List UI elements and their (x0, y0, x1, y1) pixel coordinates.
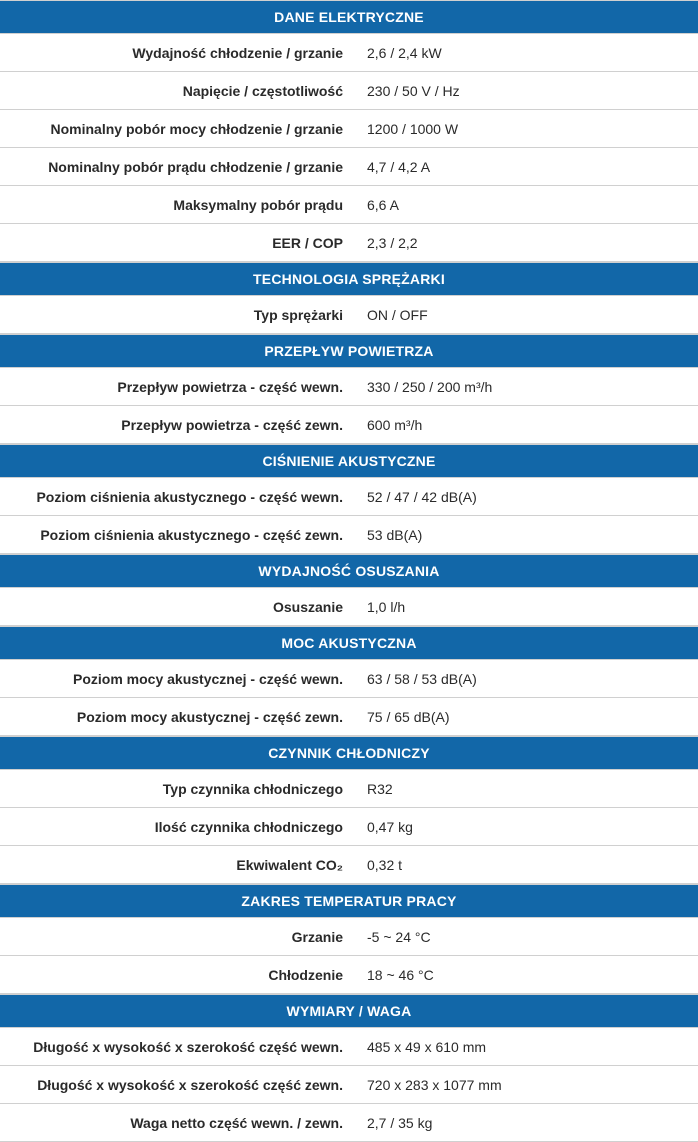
table-row: Typ sprężarki ON / OFF (0, 296, 698, 334)
spec-value: R32 (355, 773, 698, 805)
table-row: Ekwiwalent CO₂ 0,32 t (0, 846, 698, 884)
table-row: Przepływ powietrza - część zewn. 600 m³/… (0, 406, 698, 444)
spec-value: 720 x 283 x 1077 mm (355, 1069, 698, 1101)
spec-label: Długość x wysokość x szerokość część wew… (0, 1031, 355, 1063)
spec-label: EER / COP (0, 227, 355, 259)
table-row: Poziom mocy akustycznej - część zewn. 75… (0, 698, 698, 736)
spec-label: Poziom ciśnienia akustycznego - część we… (0, 481, 355, 513)
spec-value: 2,3 / 2,2 (355, 227, 698, 259)
spec-label: Poziom ciśnienia akustycznego - część ze… (0, 519, 355, 551)
spec-label: Napięcie / częstotliwość (0, 75, 355, 107)
table-row: Poziom ciśnienia akustycznego - część ze… (0, 516, 698, 554)
spec-value: 485 x 49 x 610 mm (355, 1031, 698, 1063)
spec-label: Poziom mocy akustycznej - część zewn. (0, 701, 355, 733)
spec-label: Nominalny pobór prądu chłodzenie / grzan… (0, 151, 355, 183)
table-row: Typ czynnika chłodniczego R32 (0, 770, 698, 808)
section-header-temp-range: ZAKRES TEMPERATUR PRACY (0, 884, 698, 918)
spec-label: Wydajność chłodzenie / grzanie (0, 37, 355, 69)
section-header-airflow: PRZEPŁYW POWIETRZA (0, 334, 698, 368)
spec-value: -5 ~ 24 °C (355, 921, 698, 953)
spec-value: 0,32 t (355, 849, 698, 881)
table-row: Długość x wysokość x szerokość część zew… (0, 1066, 698, 1104)
spec-label: Chłodzenie (0, 959, 355, 991)
section-header-compressor: TECHNOLOGIA SPRĘŻARKI (0, 262, 698, 296)
spec-label: Poziom mocy akustycznej - część wewn. (0, 663, 355, 695)
section-header-dimensions: WYMIARY / WAGA (0, 994, 698, 1028)
spec-value: 2,6 / 2,4 kW (355, 37, 698, 69)
table-row: EER / COP 2,3 / 2,2 (0, 224, 698, 262)
spec-value: 52 / 47 / 42 dB(A) (355, 481, 698, 513)
table-row: Grzanie -5 ~ 24 °C (0, 918, 698, 956)
table-row: Nominalny pobór mocy chłodzenie / grzani… (0, 110, 698, 148)
table-row: Waga netto część wewn. / zewn. 2,7 / 35 … (0, 1104, 698, 1142)
table-row: Nominalny pobór prądu chłodzenie / grzan… (0, 148, 698, 186)
table-row: Długość x wysokość x szerokość część wew… (0, 1028, 698, 1066)
table-row: Napięcie / częstotliwość 230 / 50 V / Hz (0, 72, 698, 110)
spec-value: 600 m³/h (355, 409, 698, 441)
spec-value: 2,7 / 35 kg (355, 1107, 698, 1139)
spec-label: Maksymalny pobór prądu (0, 189, 355, 221)
table-row: Wydajność chłodzenie / grzanie 2,6 / 2,4… (0, 34, 698, 72)
section-header-sound-pressure: CIŚNIENIE AKUSTYCZNE (0, 444, 698, 478)
table-row: Przepływ powietrza - część wewn. 330 / 2… (0, 368, 698, 406)
spec-value: 230 / 50 V / Hz (355, 75, 698, 107)
spec-label: Przepływ powietrza - część wewn. (0, 371, 355, 403)
spec-value: ON / OFF (355, 299, 698, 331)
spec-label: Typ czynnika chłodniczego (0, 773, 355, 805)
spec-label: Nominalny pobór mocy chłodzenie / grzani… (0, 113, 355, 145)
spec-value: 75 / 65 dB(A) (355, 701, 698, 733)
spec-label: Osuszanie (0, 591, 355, 623)
specification-table: DANE ELEKTRYCZNE Wydajność chłodzenie / … (0, 0, 698, 1142)
section-header-refrigerant: CZYNNIK CHŁODNICZY (0, 736, 698, 770)
section-header-electrical: DANE ELEKTRYCZNE (0, 0, 698, 34)
spec-label: Ilość czynnika chłodniczego (0, 811, 355, 843)
table-row: Ilość czynnika chłodniczego 0,47 kg (0, 808, 698, 846)
section-header-sound-power: MOC AKUSTYCZNA (0, 626, 698, 660)
section-header-dehumid: WYDAJNOŚĆ OSUSZANIA (0, 554, 698, 588)
spec-label: Grzanie (0, 921, 355, 953)
spec-value: 1200 / 1000 W (355, 113, 698, 145)
spec-label: Waga netto część wewn. / zewn. (0, 1107, 355, 1139)
spec-value: 4,7 / 4,2 A (355, 151, 698, 183)
table-row: Chłodzenie 18 ~ 46 °C (0, 956, 698, 994)
spec-value: 0,47 kg (355, 811, 698, 843)
spec-label: Przepływ powietrza - część zewn. (0, 409, 355, 441)
spec-label: Długość x wysokość x szerokość część zew… (0, 1069, 355, 1101)
table-row: Maksymalny pobór prądu 6,6 A (0, 186, 698, 224)
spec-label: Typ sprężarki (0, 299, 355, 331)
spec-value: 63 / 58 / 53 dB(A) (355, 663, 698, 695)
spec-value: 53 dB(A) (355, 519, 698, 551)
spec-value: 6,6 A (355, 189, 698, 221)
spec-label: Ekwiwalent CO₂ (0, 849, 355, 881)
spec-value: 330 / 250 / 200 m³/h (355, 371, 698, 403)
spec-value: 1,0 l/h (355, 591, 698, 623)
table-row: Osuszanie 1,0 l/h (0, 588, 698, 626)
table-row: Poziom mocy akustycznej - część wewn. 63… (0, 660, 698, 698)
table-row: Poziom ciśnienia akustycznego - część we… (0, 478, 698, 516)
spec-value: 18 ~ 46 °C (355, 959, 698, 991)
